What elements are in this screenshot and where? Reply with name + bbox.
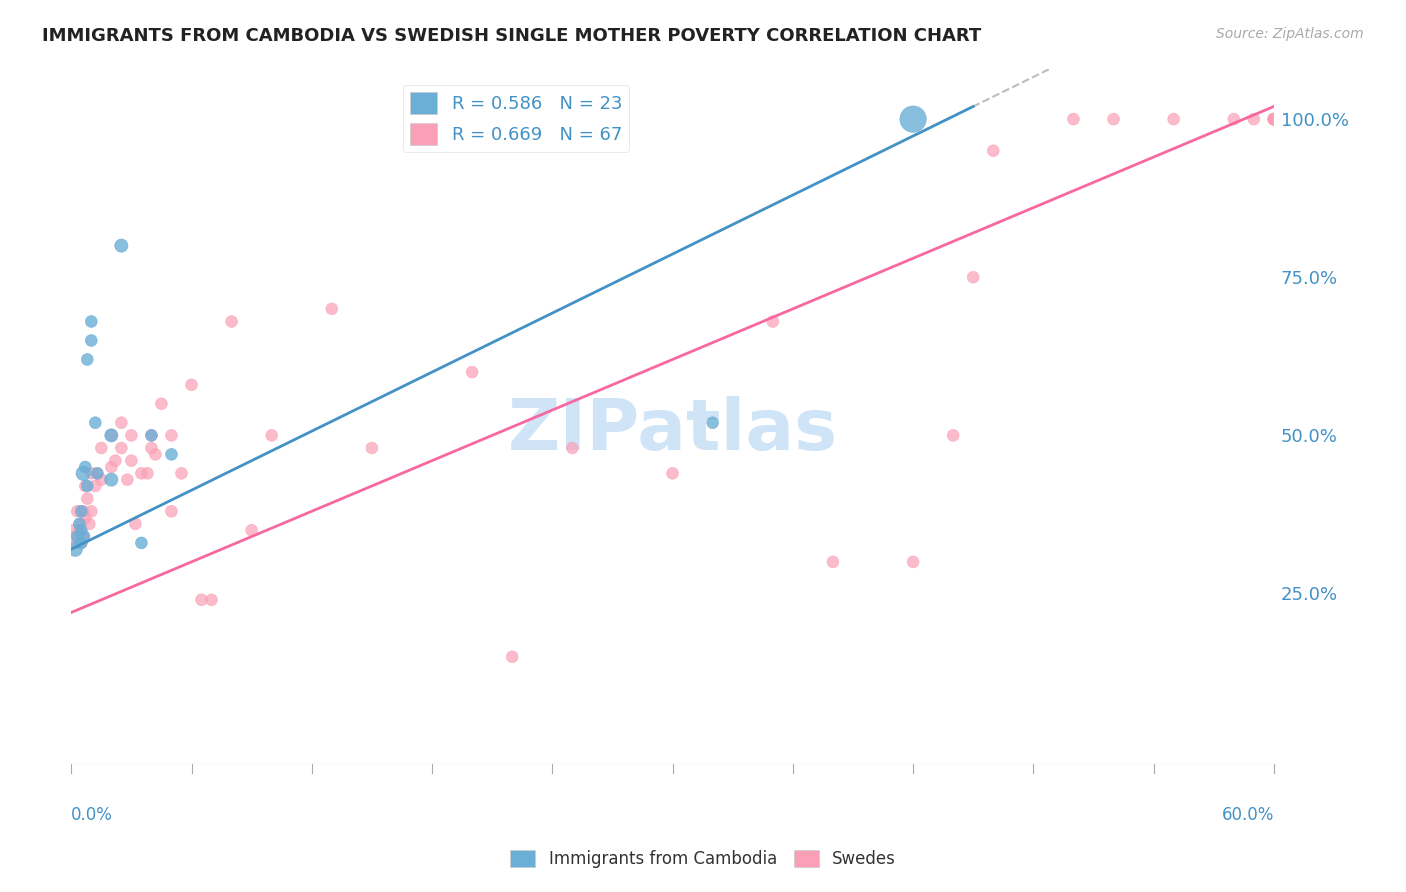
Point bbox=[70, 536, 93, 550]
Point bbox=[62, 523, 84, 537]
Point bbox=[821, 555, 844, 569]
Point bbox=[321, 301, 343, 316]
Point bbox=[100, 460, 122, 475]
Point bbox=[66, 504, 89, 518]
Point bbox=[561, 441, 583, 455]
Point bbox=[901, 555, 924, 569]
Point bbox=[86, 467, 108, 481]
Point bbox=[762, 314, 785, 328]
Text: IMMIGRANTS FROM CAMBODIA VS SWEDISH SINGLE MOTHER POVERTY CORRELATION CHART: IMMIGRANTS FROM CAMBODIA VS SWEDISH SING… bbox=[42, 27, 981, 45]
Point bbox=[72, 530, 94, 544]
Text: ZIPatlas: ZIPatlas bbox=[508, 396, 838, 465]
Text: 60.0%: 60.0% bbox=[1222, 806, 1274, 824]
Point bbox=[160, 428, 183, 442]
Point bbox=[76, 352, 98, 367]
Point bbox=[72, 504, 94, 518]
Point bbox=[141, 428, 163, 442]
Point bbox=[260, 428, 283, 442]
Point bbox=[67, 523, 90, 537]
Point bbox=[75, 479, 97, 493]
Point bbox=[461, 365, 484, 379]
Point bbox=[76, 491, 98, 506]
Point bbox=[901, 112, 924, 127]
Point bbox=[67, 516, 90, 531]
Point bbox=[66, 530, 89, 544]
Point bbox=[80, 314, 103, 328]
Legend: Immigrants from Cambodia, Swedes: Immigrants from Cambodia, Swedes bbox=[503, 843, 903, 875]
Point bbox=[1263, 112, 1285, 127]
Point bbox=[90, 441, 112, 455]
Point bbox=[160, 447, 183, 461]
Text: 0.0%: 0.0% bbox=[72, 806, 112, 824]
Point bbox=[200, 592, 222, 607]
Point bbox=[1263, 112, 1285, 127]
Point bbox=[1062, 112, 1084, 127]
Point bbox=[110, 441, 132, 455]
Point bbox=[90, 473, 112, 487]
Point bbox=[84, 479, 107, 493]
Point bbox=[117, 473, 139, 487]
Point bbox=[221, 314, 243, 328]
Point bbox=[962, 270, 984, 285]
Point bbox=[70, 504, 93, 518]
Point bbox=[120, 428, 142, 442]
Text: Source: ZipAtlas.com: Source: ZipAtlas.com bbox=[1216, 27, 1364, 41]
Point bbox=[240, 523, 263, 537]
Point bbox=[70, 523, 93, 537]
Point bbox=[104, 453, 127, 467]
Point bbox=[80, 334, 103, 348]
Point bbox=[110, 416, 132, 430]
Point bbox=[75, 460, 97, 475]
Point bbox=[981, 144, 1004, 158]
Point bbox=[120, 453, 142, 467]
Point bbox=[65, 542, 87, 557]
Point bbox=[70, 536, 93, 550]
Point bbox=[1263, 112, 1285, 127]
Point bbox=[72, 530, 94, 544]
Legend: R = 0.586   N = 23, R = 0.669   N = 67: R = 0.586 N = 23, R = 0.669 N = 67 bbox=[404, 85, 630, 152]
Point bbox=[190, 592, 212, 607]
Point bbox=[100, 428, 122, 442]
Point bbox=[1102, 112, 1125, 127]
Point bbox=[110, 238, 132, 252]
Point bbox=[501, 649, 523, 664]
Point bbox=[75, 510, 97, 524]
Point bbox=[80, 504, 103, 518]
Point bbox=[70, 516, 93, 531]
Point bbox=[131, 536, 153, 550]
Point bbox=[1263, 112, 1285, 127]
Point bbox=[160, 504, 183, 518]
Point bbox=[124, 516, 146, 531]
Point bbox=[1243, 112, 1265, 127]
Point bbox=[84, 416, 107, 430]
Point bbox=[76, 479, 98, 493]
Point bbox=[1263, 112, 1285, 127]
Point bbox=[145, 447, 167, 461]
Point bbox=[136, 467, 159, 481]
Point bbox=[141, 428, 163, 442]
Point bbox=[1223, 112, 1246, 127]
Point bbox=[942, 428, 965, 442]
Point bbox=[100, 473, 122, 487]
Point bbox=[66, 536, 89, 550]
Point bbox=[1263, 112, 1285, 127]
Point bbox=[100, 428, 122, 442]
Point bbox=[180, 377, 202, 392]
Point bbox=[77, 516, 100, 531]
Point bbox=[141, 441, 163, 455]
Point bbox=[702, 416, 724, 430]
Point bbox=[65, 530, 87, 544]
Point bbox=[361, 441, 384, 455]
Point bbox=[170, 467, 193, 481]
Point bbox=[131, 467, 153, 481]
Point bbox=[86, 467, 108, 481]
Point bbox=[1263, 112, 1285, 127]
Point bbox=[80, 467, 103, 481]
Point bbox=[72, 467, 94, 481]
Point bbox=[150, 397, 173, 411]
Point bbox=[661, 467, 683, 481]
Point bbox=[1163, 112, 1185, 127]
